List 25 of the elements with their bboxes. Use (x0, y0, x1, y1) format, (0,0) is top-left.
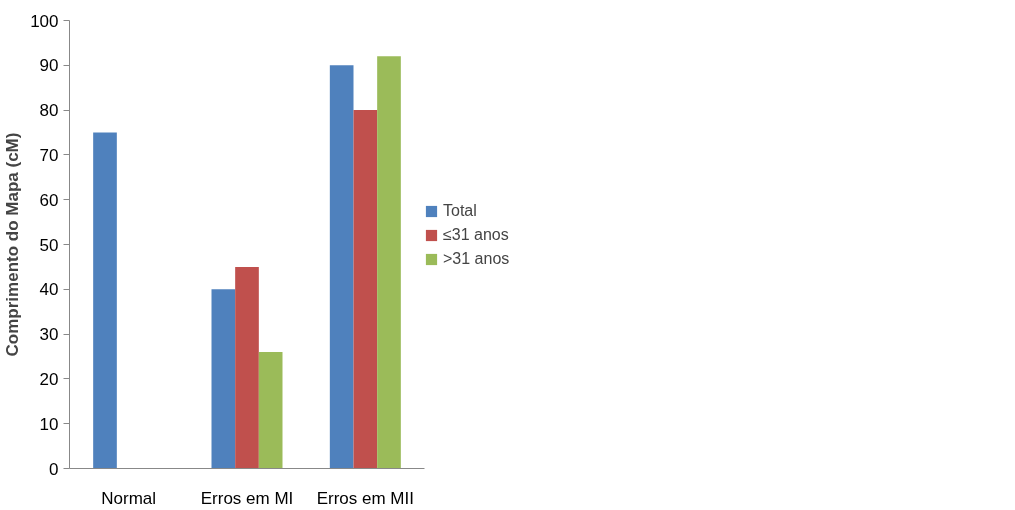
bar (377, 56, 401, 469)
legend-label: ≤31 anos (443, 226, 509, 244)
bar (93, 132, 117, 469)
y-tick-label: 100 (30, 11, 59, 31)
bar (211, 289, 236, 469)
y-axis-title: Comprimento do Mapa (cM) (3, 132, 23, 357)
x-tick-label: Erros em MI (200, 488, 294, 508)
y-tick-label: 90 (39, 56, 59, 76)
y-tick-label: 60 (39, 190, 59, 210)
x-tick-label: Normal (101, 488, 157, 508)
y-tick-label: 40 (39, 280, 59, 300)
y-tick-label: 70 (39, 145, 59, 165)
bar (353, 110, 378, 469)
legend-label: >31 anos (443, 250, 510, 268)
bar (329, 65, 354, 469)
y-tick-label: 50 (39, 235, 59, 255)
y-tick-label: 80 (39, 101, 59, 121)
x-tick-label: Erros em MII (316, 488, 414, 508)
bar (258, 352, 283, 469)
y-tick-label: 20 (39, 369, 59, 389)
y-tick-label: 0 (49, 459, 59, 479)
y-tick-label: 30 (39, 325, 59, 345)
legend-label: Total (443, 202, 477, 220)
bar (235, 266, 259, 469)
y-tick-label: 10 (39, 414, 59, 434)
